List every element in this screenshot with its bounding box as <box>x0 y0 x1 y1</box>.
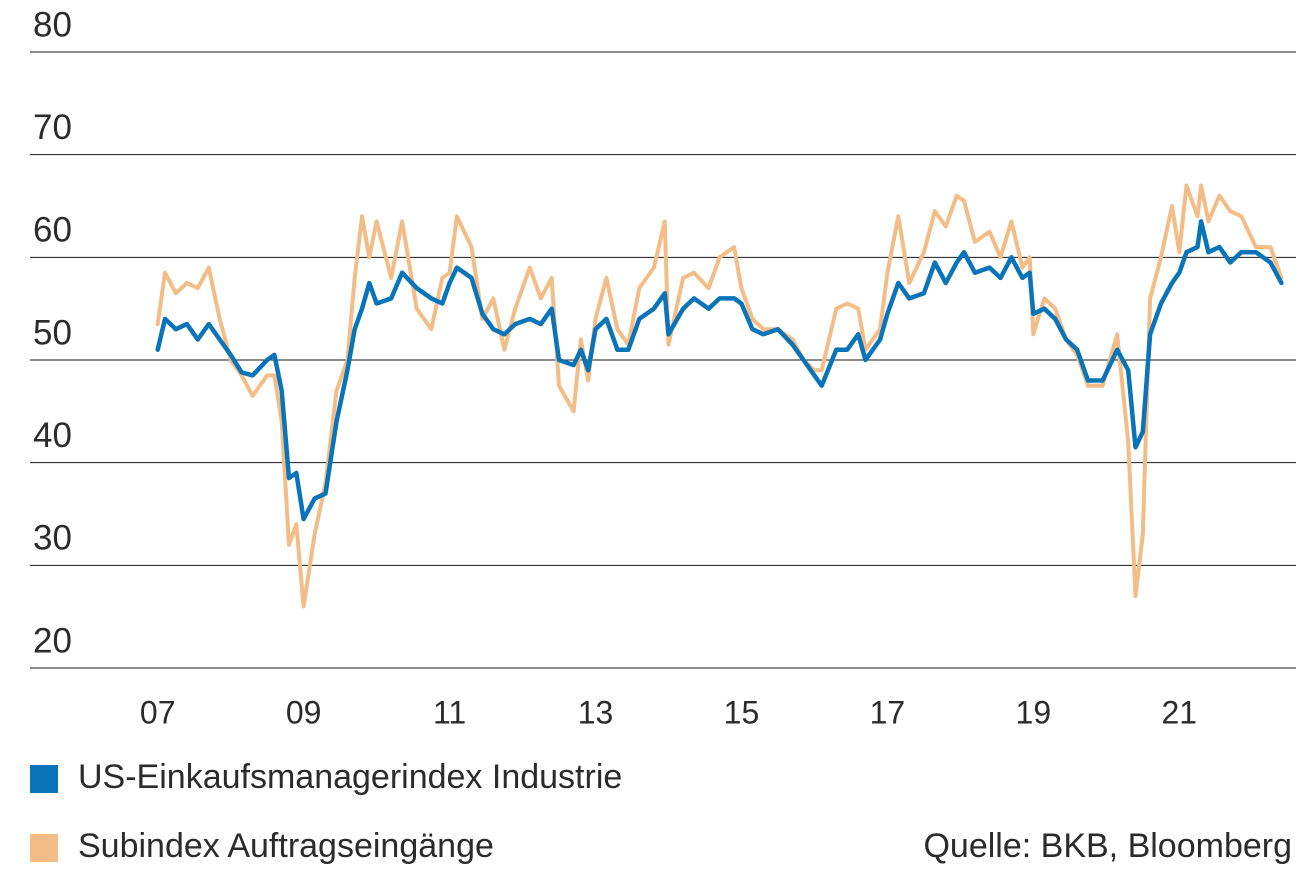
source-note: Quelle: BKB, Bloomberg <box>923 827 1292 865</box>
x-tick-label: 07 <box>140 694 176 730</box>
y-tick-label: 70 <box>33 108 72 147</box>
y-tick-label: 20 <box>33 621 72 660</box>
x-tick-label: 19 <box>1016 694 1052 730</box>
x-tick-label: 15 <box>724 694 760 730</box>
y-tick-label: 30 <box>33 519 72 558</box>
legend-swatch <box>30 765 58 793</box>
x-tick-label: 13 <box>578 694 614 730</box>
legend-label: US-Einkaufsmanagerindex Industrie <box>78 758 622 796</box>
x-tick-label: 11 <box>433 694 466 730</box>
x-tick-label: 09 <box>286 694 322 730</box>
y-tick-label: 80 <box>33 5 72 44</box>
series-line <box>155 183 1284 609</box>
legend-label: Subindex Auftragseingänge <box>78 827 494 865</box>
y-tick-label: 60 <box>33 211 72 250</box>
series-line <box>155 219 1284 522</box>
x-tick-label: 21 <box>1161 694 1197 730</box>
y-tick-label: 40 <box>33 416 72 455</box>
legend-swatch <box>30 834 58 862</box>
x-tick-label: 17 <box>870 694 906 730</box>
y-tick-label: 50 <box>33 313 72 352</box>
